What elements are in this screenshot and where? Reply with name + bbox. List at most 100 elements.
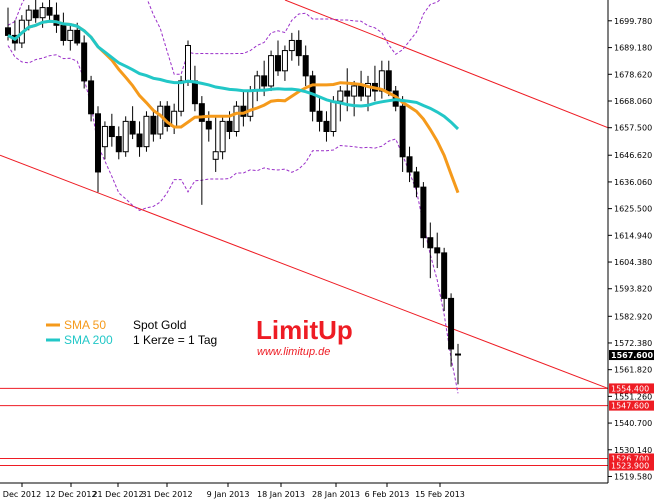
candle-body <box>261 75 268 87</box>
candle-body <box>413 171 420 188</box>
candle-body <box>281 50 288 72</box>
candle-body <box>434 247 441 254</box>
candle-body <box>233 105 240 132</box>
candle-body <box>330 100 337 132</box>
legend-sma200: SMA 200 <box>64 333 113 347</box>
x-tick-label: 15 Feb 2013 <box>415 490 465 499</box>
level-label-box <box>609 460 654 471</box>
y-tick-label: 1678.620 <box>614 70 652 79</box>
timeframe-label: 1 Kerze = 1 Tag <box>133 333 217 347</box>
candle-body <box>198 103 205 122</box>
y-tick-label: 1593.820 <box>614 285 652 294</box>
candle-body <box>136 133 143 148</box>
candle-body <box>316 110 323 122</box>
legend: SMA 50 SMA 200 Spot Gold 1 Kerze = 1 Tag <box>46 318 217 347</box>
x-tick-label: Dec 2012 <box>3 490 41 499</box>
candle-body <box>385 70 392 92</box>
trend-channel <box>0 0 609 389</box>
y-tick-label: 1540.700 <box>614 419 652 428</box>
moving-averages <box>7 19 460 194</box>
support-levels <box>0 387 608 467</box>
candle-body <box>219 120 226 153</box>
y-tick-label: 1689.180 <box>614 44 652 53</box>
x-tick-label: 12 Dec 2012 <box>45 490 96 499</box>
x-tick-label: 21 Dec 2012 <box>92 490 143 499</box>
x-tick-label: 31 Dec 2012 <box>141 490 192 499</box>
candle-body <box>323 120 330 132</box>
y-tick-label: 1604.380 <box>614 258 652 267</box>
y-tick-label: 1657.500 <box>614 124 652 133</box>
candle-body <box>122 120 129 153</box>
candle-body <box>254 75 261 92</box>
level-label-text: 1523.900 <box>611 462 649 471</box>
candle-body <box>108 125 115 138</box>
candle-body <box>143 115 150 148</box>
candle-body <box>60 24 67 41</box>
y-axis-ticks: 1699.780 1689.180 1678.620 1668.060 1657.500… <box>608 17 652 481</box>
current-price-box <box>609 350 654 361</box>
upper-band <box>7 0 441 75</box>
candle-body <box>5 27 11 36</box>
candle-body <box>157 105 164 135</box>
candle-body <box>344 90 351 97</box>
y-tick-label: 1646.620 <box>614 151 652 160</box>
plot-area <box>0 0 608 483</box>
channel-upper-line <box>284 0 609 129</box>
candle-body <box>441 252 448 299</box>
candle-body <box>178 80 185 112</box>
candle-body <box>88 80 95 115</box>
level-label-text: 1547.600 <box>611 402 649 411</box>
level-label-text: 1554.400 <box>611 384 649 393</box>
instrument-label: Spot Gold <box>133 318 186 332</box>
candle-body <box>399 105 406 158</box>
candle-body <box>275 55 281 72</box>
y-tick-label: 1668.060 <box>614 97 652 106</box>
limitup-logo: LimitUp www.limitup.de <box>256 315 353 358</box>
candle-body <box>212 151 219 160</box>
candle-body <box>74 29 81 44</box>
candle-body <box>39 7 46 19</box>
candle-body <box>455 353 461 356</box>
y-tick-label: 1572.380 <box>614 339 652 348</box>
candle-body <box>205 120 212 130</box>
candle-body <box>302 55 309 77</box>
candle-body <box>406 156 413 173</box>
y-tick-label: 1636.060 <box>614 178 652 187</box>
candle-body <box>150 115 157 135</box>
candle-body <box>164 105 171 127</box>
x-tick-label: 28 Jan 2013 <box>312 490 360 499</box>
channel-lower-line <box>0 154 609 389</box>
x-tick-label: 6 Feb 2013 <box>365 490 410 499</box>
candle-body <box>420 186 427 239</box>
sma200-line <box>7 19 460 131</box>
candle-body <box>95 113 101 173</box>
candle-body <box>129 120 136 135</box>
candle-body <box>115 136 122 153</box>
candle-body <box>448 297 455 350</box>
candle-body <box>288 39 295 52</box>
candle-body <box>427 237 434 249</box>
candle-body <box>226 120 233 132</box>
level-label-box <box>609 453 654 464</box>
current-price-text: 1567.600 <box>611 351 653 360</box>
candle-body <box>337 90 344 102</box>
candle-body <box>358 85 365 97</box>
candle-body <box>295 39 302 57</box>
candle-body <box>191 80 198 105</box>
candle-body <box>351 85 358 97</box>
legend-sma50: SMA 50 <box>64 318 106 332</box>
y-tick-label: 1614.940 <box>614 231 652 240</box>
candle-body <box>268 55 275 87</box>
candle-body <box>365 82 371 97</box>
logo-url: www.limitup.de <box>257 346 330 358</box>
level-label-box <box>609 400 654 411</box>
candle-body <box>46 7 53 16</box>
y-tick-label: 1699.780 <box>614 17 652 26</box>
candle-body <box>81 42 88 82</box>
candle-body <box>25 9 32 21</box>
logo-text: LimitUp <box>256 315 353 345</box>
candle-body <box>101 125 108 148</box>
